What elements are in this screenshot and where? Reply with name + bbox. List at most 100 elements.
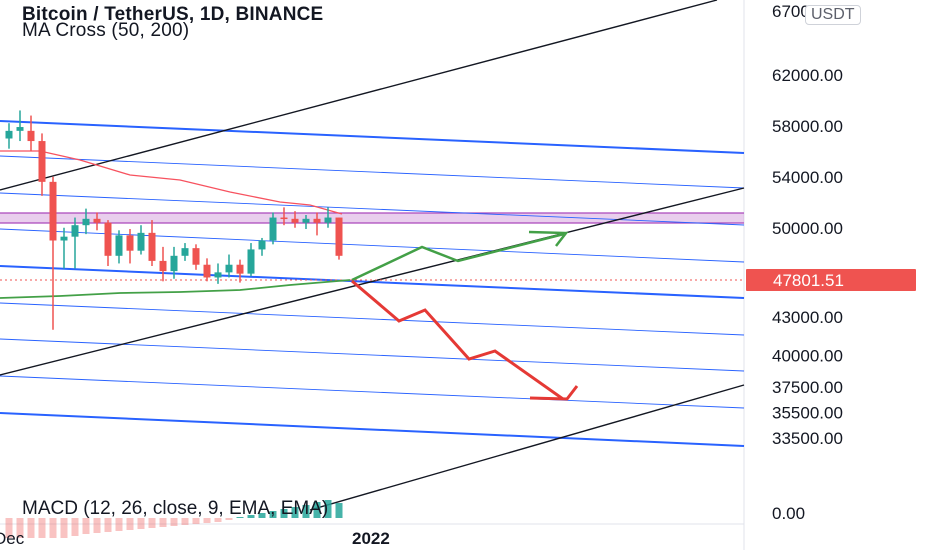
candle-body xyxy=(71,225,79,237)
x-tick-dec: Dec xyxy=(0,529,25,548)
macd-bar xyxy=(170,518,178,526)
resistance-zone xyxy=(0,213,744,223)
candle-body xyxy=(49,181,57,241)
macd-bar xyxy=(5,518,13,538)
macd-axis-zero-label: 0.00 xyxy=(772,504,805,523)
currency-badge[interactable]: USDT xyxy=(805,5,861,25)
candle[interactable] xyxy=(291,211,299,228)
x-tick-2022: 2022 xyxy=(352,529,390,548)
candle[interactable] xyxy=(16,110,24,142)
y-tick-label: 37500.00 xyxy=(772,378,843,397)
candle[interactable] xyxy=(280,207,288,226)
candle[interactable] xyxy=(38,133,46,196)
macd-bar xyxy=(60,518,68,538)
trend-lines xyxy=(0,0,745,511)
candle[interactable] xyxy=(126,229,134,264)
channel-line-3 xyxy=(0,228,745,263)
macd-bar xyxy=(258,513,266,518)
candle[interactable] xyxy=(60,227,68,269)
candle[interactable] xyxy=(192,244,200,270)
macd-bar xyxy=(49,518,57,538)
trend-line-upper xyxy=(0,0,718,191)
macd-bar xyxy=(335,503,343,518)
candle[interactable] xyxy=(115,230,123,264)
last-price-tag xyxy=(746,269,916,291)
candle[interactable] xyxy=(335,217,343,260)
candle[interactable] xyxy=(236,259,244,283)
candle[interactable] xyxy=(104,220,112,266)
candle-body xyxy=(302,218,310,223)
candle-body xyxy=(247,249,255,274)
candle[interactable] xyxy=(148,220,156,266)
candle[interactable] xyxy=(324,207,332,228)
y-tick-label: 58000.00 xyxy=(772,117,843,136)
candle-body xyxy=(137,232,145,251)
bearish-forecast-arrowhead xyxy=(529,385,579,401)
candle[interactable] xyxy=(170,246,178,279)
candle[interactable] xyxy=(214,263,222,284)
candle[interactable] xyxy=(302,215,310,230)
candle-body xyxy=(16,127,24,131)
macd-bar xyxy=(236,517,244,518)
macd-label[interactable]: MACD (12, 26, close, 9, EMA, EMA) xyxy=(22,498,329,519)
candle-body xyxy=(5,130,13,139)
candle[interactable] xyxy=(225,254,233,278)
macd-bar xyxy=(148,518,156,528)
candle-body xyxy=(93,218,101,223)
channel-line-5 xyxy=(0,338,745,372)
ma-200-line xyxy=(0,150,343,215)
channel-line-6 xyxy=(0,375,745,409)
y-tick-label: 62000.00 xyxy=(772,66,843,85)
candle[interactable] xyxy=(181,243,189,261)
last-price-tag-text: 47801.51 xyxy=(773,271,844,290)
y-tick-label: 43000.00 xyxy=(772,308,843,327)
candle-body xyxy=(214,272,222,278)
candle[interactable] xyxy=(93,212,101,231)
y-tick-label: 33500.00 xyxy=(772,429,843,448)
candle-body xyxy=(159,260,167,272)
candle-body xyxy=(280,217,288,220)
candle-body xyxy=(258,240,266,250)
candle-body xyxy=(126,235,134,251)
candle-body xyxy=(269,217,277,241)
candle-body xyxy=(313,218,321,223)
macd-bar xyxy=(280,509,288,518)
macd-bar xyxy=(126,518,134,530)
macd-bar xyxy=(302,505,310,518)
candlestick-series xyxy=(5,110,343,330)
candle[interactable] xyxy=(159,246,167,282)
candle[interactable] xyxy=(247,243,255,277)
trend-line-lower xyxy=(309,384,745,511)
macd-bar xyxy=(115,518,123,531)
candle[interactable] xyxy=(5,123,13,149)
candle[interactable] xyxy=(137,225,145,255)
candle[interactable] xyxy=(258,237,266,256)
candle-body xyxy=(148,232,156,261)
ma-50-line xyxy=(0,279,351,299)
candle[interactable] xyxy=(71,217,79,269)
macd-bar xyxy=(324,500,332,518)
macd-bar xyxy=(291,507,299,518)
bearish-forecast-path xyxy=(351,279,564,401)
candle[interactable] xyxy=(269,212,277,245)
macd-bar xyxy=(225,518,233,520)
macd-bar xyxy=(313,502,321,518)
candle-body xyxy=(225,264,233,273)
bullish-forecast-path xyxy=(351,232,565,282)
candle[interactable] xyxy=(49,176,57,330)
candle[interactable] xyxy=(313,212,321,236)
candle[interactable] xyxy=(27,115,35,152)
y-tick-label: 50000.00 xyxy=(772,219,843,238)
candle-body xyxy=(104,222,112,256)
candle-body xyxy=(115,235,123,256)
macd-bar xyxy=(93,518,101,533)
symbol-title[interactable]: Bitcoin / TetherUS, 1D, BINANCE xyxy=(22,4,324,25)
indicator-label[interactable]: MA Cross (50, 200) xyxy=(22,20,190,41)
macd-bar xyxy=(71,518,79,536)
candle-body xyxy=(27,130,35,142)
candle[interactable] xyxy=(82,208,90,235)
candle-body xyxy=(192,248,200,265)
candle-body xyxy=(181,248,189,256)
candle[interactable] xyxy=(203,258,211,282)
